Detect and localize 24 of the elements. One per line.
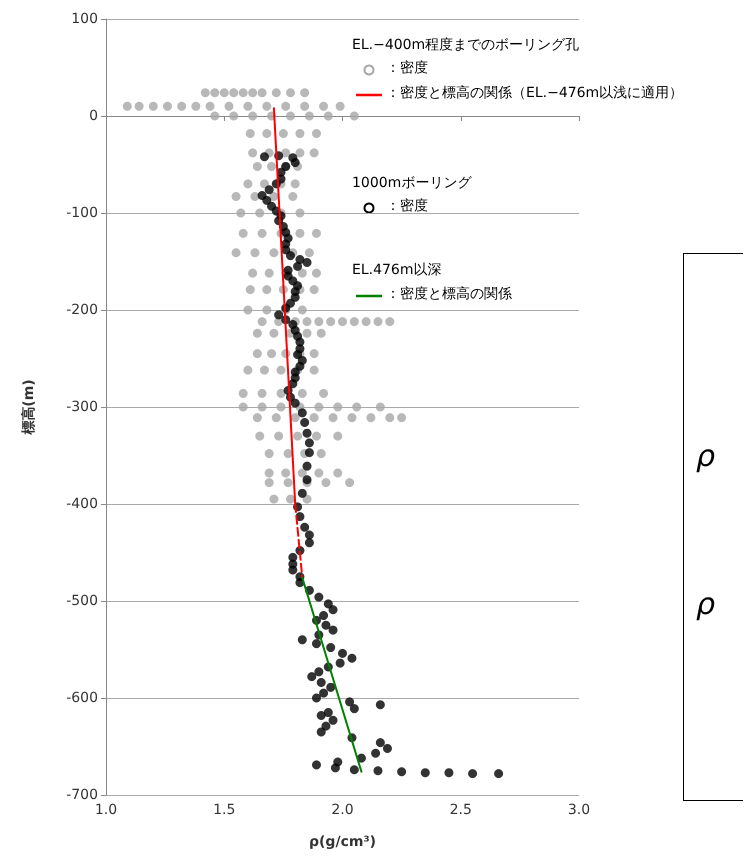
annotation: EL.476m以深 <box>352 262 442 278</box>
legend-label: ：密度と標高の関係（EL.−476m以浅に適用） <box>386 85 684 101</box>
annotation: 1000mボーリング <box>352 175 472 191</box>
annotation: EL.−400m程度までのボーリング孔 <box>352 37 580 53</box>
y-tick-label: -100 <box>66 205 98 221</box>
y-axis-title: 標高(m) <box>20 379 37 436</box>
y-tick-label: 0 <box>89 108 98 124</box>
x-tick-label: 3.0 <box>568 802 590 818</box>
legend-label: ：密度と標高の関係 <box>386 286 512 302</box>
x-tick-label: 2.0 <box>331 802 354 818</box>
legend-label: ：密度 <box>386 198 428 214</box>
x-axis-title: ρ(g/cm³) <box>309 834 376 850</box>
legend-label: ：密度 <box>386 60 428 76</box>
y-tick-label: 100 <box>71 11 98 27</box>
formula-box: ρ ρ <box>683 253 743 801</box>
y-tick-label: -200 <box>66 302 98 318</box>
y-tick-label: -600 <box>66 690 98 706</box>
y-tick-label: -300 <box>66 399 98 415</box>
y-tick-label: -400 <box>66 496 98 512</box>
x-tick-label: 2.5 <box>450 802 472 818</box>
y-tick-label: -700 <box>66 787 98 803</box>
x-tick-label: 1.0 <box>94 802 118 818</box>
x-tick-label: 1.5 <box>213 802 236 818</box>
y-tick-label: -500 <box>66 593 98 609</box>
